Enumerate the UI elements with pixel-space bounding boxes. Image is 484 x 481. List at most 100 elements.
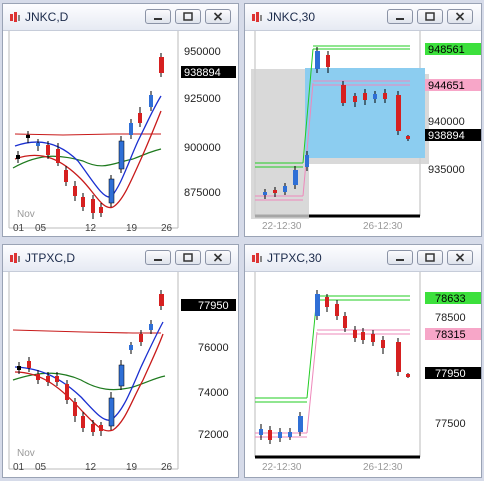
price-label-resistance: 78633 xyxy=(435,293,466,305)
price-label-current: 938894 xyxy=(184,67,221,79)
x-label-12: 12 xyxy=(85,462,97,473)
chart-window-jnkc-daily[interactable]: JNKC,D 9 xyxy=(2,3,239,237)
price-label-875000: 875000 xyxy=(184,187,221,199)
moving-average-red xyxy=(14,333,164,432)
maximize-button[interactable] xyxy=(175,250,201,265)
chart-app-icon xyxy=(10,253,20,263)
window-titlebar[interactable]: JNKC,D xyxy=(3,4,238,31)
window-titlebar[interactable]: JTPXC,30 xyxy=(245,245,481,272)
month-label: Nov xyxy=(17,209,35,220)
resistance-price-box xyxy=(425,43,481,55)
chart-app-icon xyxy=(252,12,262,22)
minimize-icon xyxy=(396,18,404,20)
x-label-session-2: 26-12:30 xyxy=(363,221,403,232)
price-chart[interactable]: 948561 944651 940000 938894 935000 22-12… xyxy=(245,31,481,236)
current-price-box xyxy=(425,367,481,379)
support-price-box xyxy=(425,328,481,340)
close-button[interactable] xyxy=(205,250,231,265)
minimize-button[interactable] xyxy=(145,9,171,24)
moving-average-red-flat xyxy=(12,329,161,334)
price-label-950000: 950000 xyxy=(184,46,221,58)
x-label-01: 01 xyxy=(13,462,25,473)
price-label-72000: 72000 xyxy=(198,429,229,441)
x-label-26: 26 xyxy=(161,223,173,234)
moving-average-green xyxy=(12,372,166,391)
x-label-05: 05 xyxy=(35,223,47,234)
window-title: JNKC,D xyxy=(25,10,69,24)
close-button[interactable] xyxy=(447,250,473,265)
minimize-button[interactable] xyxy=(387,250,413,265)
price-label-77500: 77500 xyxy=(435,418,466,430)
candlesticks xyxy=(16,53,164,219)
current-price-box xyxy=(425,129,481,141)
minimize-icon xyxy=(154,259,162,261)
resistance-price-box xyxy=(425,292,481,304)
price-label-76000: 76000 xyxy=(198,342,229,354)
close-icon xyxy=(455,253,465,262)
candlesticks xyxy=(263,47,410,199)
maximize-button[interactable] xyxy=(175,9,201,24)
moving-average-blue xyxy=(14,95,162,198)
highlight-shadow xyxy=(251,69,309,219)
window-titlebar[interactable]: JNKC,30 xyxy=(245,4,481,31)
current-price-box xyxy=(181,66,236,78)
moving-average-red-flat xyxy=(14,133,161,136)
x-label-19: 19 xyxy=(126,462,138,473)
current-price-box xyxy=(181,299,236,311)
price-label-900000: 900000 xyxy=(184,142,221,154)
candlesticks xyxy=(259,290,410,444)
price-chart[interactable]: 78633 78500 78315 77950 77500 22-12:30 2… xyxy=(245,272,481,477)
price-label-925000: 925000 xyxy=(184,93,221,105)
x-label-session-1: 22-12:30 xyxy=(262,221,302,232)
maximize-icon xyxy=(425,12,435,21)
moving-average-green xyxy=(12,148,162,169)
chart-window-jtpxc-30min[interactable]: JTPXC,30 xyxy=(244,244,482,478)
window-title: JTPXC,30 xyxy=(267,251,322,265)
selection-box[interactable] xyxy=(305,68,425,158)
maximize-icon xyxy=(183,12,193,21)
chart-window-jtpxc-daily[interactable]: JTPXC,D 77950 xyxy=(2,244,239,478)
band-lines xyxy=(255,45,410,201)
price-label-support: 78315 xyxy=(435,329,466,341)
support-price-box xyxy=(425,79,481,91)
close-icon xyxy=(213,12,223,21)
maximize-icon xyxy=(183,253,193,262)
price-label-support: 944651 xyxy=(428,80,465,92)
price-label-current: 77950 xyxy=(198,300,229,312)
price-chart[interactable]: 950000 938894 925000 900000 875000 Nov 0… xyxy=(3,31,238,236)
close-icon xyxy=(455,12,465,21)
price-label-resistance: 948561 xyxy=(428,44,465,56)
chart-app-icon xyxy=(10,12,20,22)
minimize-button[interactable] xyxy=(145,250,171,265)
close-button[interactable] xyxy=(205,9,231,24)
window-titlebar[interactable]: JTPXC,D xyxy=(3,245,238,272)
price-label-940000: 940000 xyxy=(428,116,465,128)
x-label-session-1: 22-12:30 xyxy=(262,462,302,473)
maximize-button[interactable] xyxy=(417,250,443,265)
maximize-icon xyxy=(425,253,435,262)
chart-app-icon xyxy=(252,253,262,263)
x-label-26: 26 xyxy=(161,462,173,473)
close-icon xyxy=(213,253,223,262)
price-label-935000: 935000 xyxy=(428,164,465,176)
moving-average-red xyxy=(14,110,162,209)
x-label-01: 01 xyxy=(13,223,25,234)
x-label-session-2: 26-12:30 xyxy=(363,462,403,473)
x-label-12: 12 xyxy=(85,223,97,234)
window-title: JTPXC,D xyxy=(25,251,76,265)
price-label-current: 938894 xyxy=(428,130,465,142)
candlesticks xyxy=(17,290,164,436)
window-title: JNKC,30 xyxy=(267,10,316,24)
price-label-74000: 74000 xyxy=(198,387,229,399)
minimize-button[interactable] xyxy=(387,9,413,24)
band-lines xyxy=(255,295,410,438)
price-chart[interactable]: 77950 76000 74000 72000 Nov 01 05 12 19 … xyxy=(3,272,238,477)
maximize-button[interactable] xyxy=(417,9,443,24)
price-label-78500: 78500 xyxy=(435,312,466,324)
month-label: Nov xyxy=(17,448,35,459)
minimize-icon xyxy=(154,18,162,20)
x-label-19: 19 xyxy=(126,223,138,234)
close-button[interactable] xyxy=(447,9,473,24)
price-label-current: 77950 xyxy=(435,368,466,380)
chart-window-jnkc-30min[interactable]: JNKC,30 xyxy=(244,3,482,237)
